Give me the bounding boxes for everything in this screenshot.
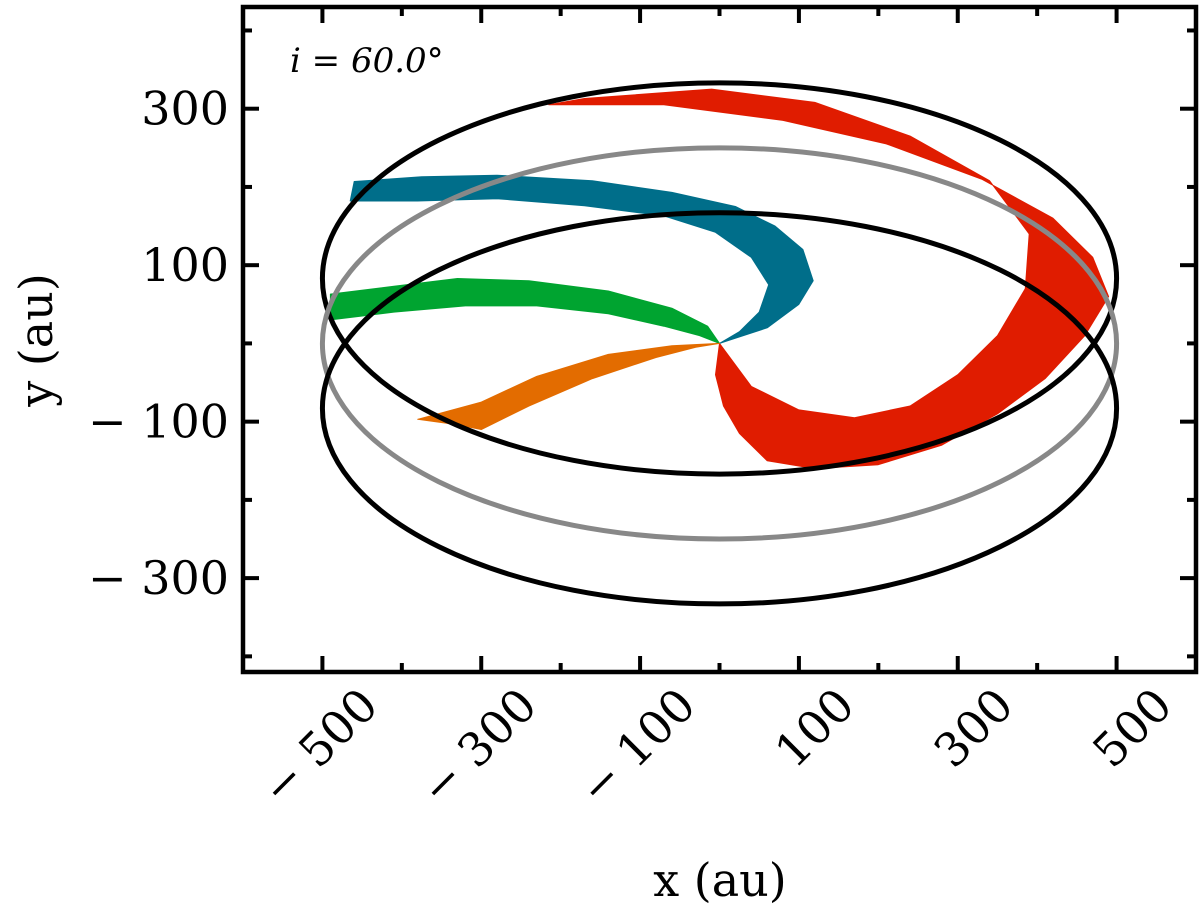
x-tick-label: − 500	[250, 678, 388, 816]
spiral-arm-3	[329, 278, 720, 344]
axis-ticks	[243, 7, 1196, 672]
x-tick-label: 300	[923, 678, 1023, 778]
ring-midplane	[319, 145, 1120, 542]
y-tick-label: − 300	[88, 551, 229, 605]
x-tick-label: 500	[1082, 678, 1182, 778]
ring-bottom	[319, 210, 1120, 607]
spiral-arm-2	[349, 174, 814, 344]
y-tick-label: 300	[141, 82, 229, 136]
x-tick-label: 100	[764, 678, 864, 778]
plot-area	[319, 80, 1120, 607]
spiral-arm-1	[548, 88, 1110, 470]
inclination-annotation: i = 60.0°	[290, 41, 444, 81]
y-tick-label: 100	[141, 238, 229, 292]
y-axis-label: y (au)	[9, 273, 63, 408]
ring-top	[319, 80, 1120, 477]
x-tick-label: − 300	[409, 678, 547, 816]
x-axis-label: x (au)	[653, 853, 787, 907]
y-tick-label: − 100	[88, 395, 229, 449]
x-tick-label: − 100	[568, 678, 706, 816]
spiral-arm-4	[417, 342, 720, 430]
